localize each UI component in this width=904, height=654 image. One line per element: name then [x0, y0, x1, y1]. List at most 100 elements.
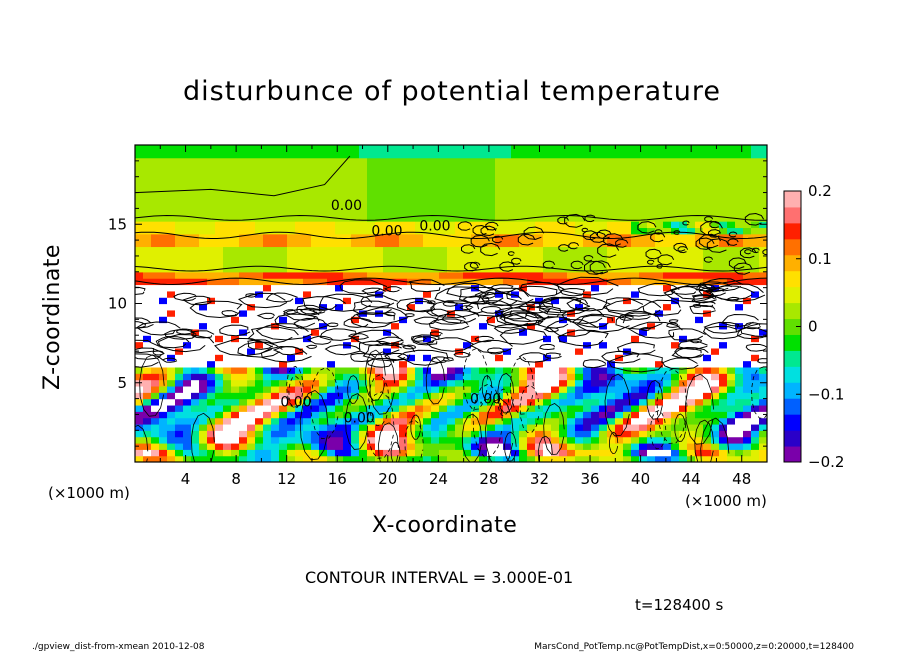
heatmap-cell [551, 316, 560, 324]
heatmap-cell [463, 417, 472, 425]
heatmap-cell [223, 360, 232, 368]
heatmap-cell [679, 341, 688, 349]
heatmap-cell [215, 208, 224, 216]
heatmap-cell [663, 328, 672, 336]
heatmap-cell [631, 189, 640, 197]
heatmap-cell [263, 290, 272, 298]
heatmap-cell [335, 436, 344, 444]
heatmap-cell [375, 271, 384, 279]
heatmap-cell [455, 341, 464, 349]
heatmap-cell [263, 392, 272, 400]
heatmap-cell [743, 430, 752, 438]
heatmap-cell [567, 176, 576, 184]
heatmap-cell [655, 164, 664, 171]
heatmap-cell [335, 183, 344, 190]
chart-title: disturbunce of potential temperature [183, 76, 721, 107]
heatmap-cell [255, 316, 264, 324]
heatmap-cell [543, 449, 552, 457]
heatmap-cell [215, 347, 224, 355]
heatmap-cell [527, 347, 536, 355]
heatmap-cell [439, 341, 448, 349]
heatmap-cell [287, 252, 296, 260]
heatmap-cell [735, 379, 744, 387]
heatmap-cell [335, 316, 344, 324]
heatmap-cell [623, 265, 632, 273]
heatmap-cell [583, 328, 592, 336]
heatmap-cell [495, 366, 504, 374]
heatmap-cell [175, 411, 184, 419]
heatmap-cell [375, 341, 384, 349]
heatmap-cell [327, 189, 336, 197]
heatmap-cell [671, 392, 680, 400]
heatmap-cell [695, 404, 704, 412]
heatmap-cell [615, 316, 624, 324]
heatmap-cell [503, 278, 512, 286]
heatmap-cell [151, 328, 160, 336]
heatmap-cell [687, 290, 696, 298]
heatmap-cell [295, 252, 304, 260]
heatmap-cell [247, 271, 256, 279]
heatmap-cell [279, 442, 288, 450]
heatmap-cell [183, 354, 192, 362]
heatmap-cell [487, 164, 496, 171]
heatmap-cell [559, 221, 568, 229]
heatmap-cell [687, 157, 696, 165]
heatmap-cell [319, 265, 328, 273]
heatmap-cell [695, 322, 704, 330]
heatmap-cell [223, 347, 232, 355]
heatmap-cell [663, 284, 672, 292]
heatmap-cell [511, 411, 520, 419]
heatmap-cell [167, 417, 176, 425]
heatmap-cell [607, 449, 616, 457]
heatmap-cell [591, 227, 600, 235]
heatmap-cell [735, 347, 744, 355]
heatmap-cell [591, 189, 600, 197]
heatmap-cell [599, 455, 608, 462]
contour-line [581, 227, 589, 233]
heatmap-cell [191, 202, 200, 209]
heatmap-cell [175, 392, 184, 400]
heatmap-cell [591, 309, 600, 317]
heatmap-cell [727, 347, 736, 355]
heatmap-cell [407, 170, 416, 178]
heatmap-cell [415, 366, 424, 374]
heatmap-cell [303, 271, 312, 279]
heatmap-cell [735, 240, 744, 248]
heatmap-cell [231, 157, 240, 165]
heatmap-cell [391, 449, 400, 457]
heatmap-cell [423, 449, 432, 457]
heatmap-cell [655, 455, 664, 462]
heatmap-cell [727, 436, 736, 444]
heatmap-cell [287, 417, 296, 425]
heatmap-cell [263, 335, 272, 343]
heatmap-cell [519, 164, 528, 171]
heatmap-cell [367, 208, 376, 216]
heatmap-cell [615, 430, 624, 438]
heatmap-cell [559, 214, 568, 222]
heatmap-cell [207, 303, 216, 311]
heatmap-cell [727, 398, 736, 406]
heatmap-cell [183, 259, 192, 267]
heatmap-cell [535, 271, 544, 279]
heatmap-cell [567, 379, 576, 387]
heatmap-cell [663, 347, 672, 355]
heatmap-cell [255, 290, 264, 298]
heatmap-cell [279, 227, 288, 235]
heatmap-cell [383, 221, 392, 229]
heatmap-cell [431, 176, 440, 184]
heatmap-cell [215, 189, 224, 197]
heatmap-cell [183, 404, 192, 412]
heatmap-cell [623, 404, 632, 412]
heatmap-cell [191, 227, 200, 235]
heatmap-cell [247, 170, 256, 178]
heatmap-cell [375, 214, 384, 222]
heatmap-cell [239, 430, 248, 438]
heatmap-cell [511, 335, 520, 343]
heatmap-cell [463, 284, 472, 292]
heatmap-cell [559, 271, 568, 279]
heatmap-cell [295, 265, 304, 273]
heatmap-cell [351, 354, 360, 362]
heatmap-cell [255, 265, 264, 273]
heatmap-cell [647, 227, 656, 235]
heatmap-cell [519, 430, 528, 438]
